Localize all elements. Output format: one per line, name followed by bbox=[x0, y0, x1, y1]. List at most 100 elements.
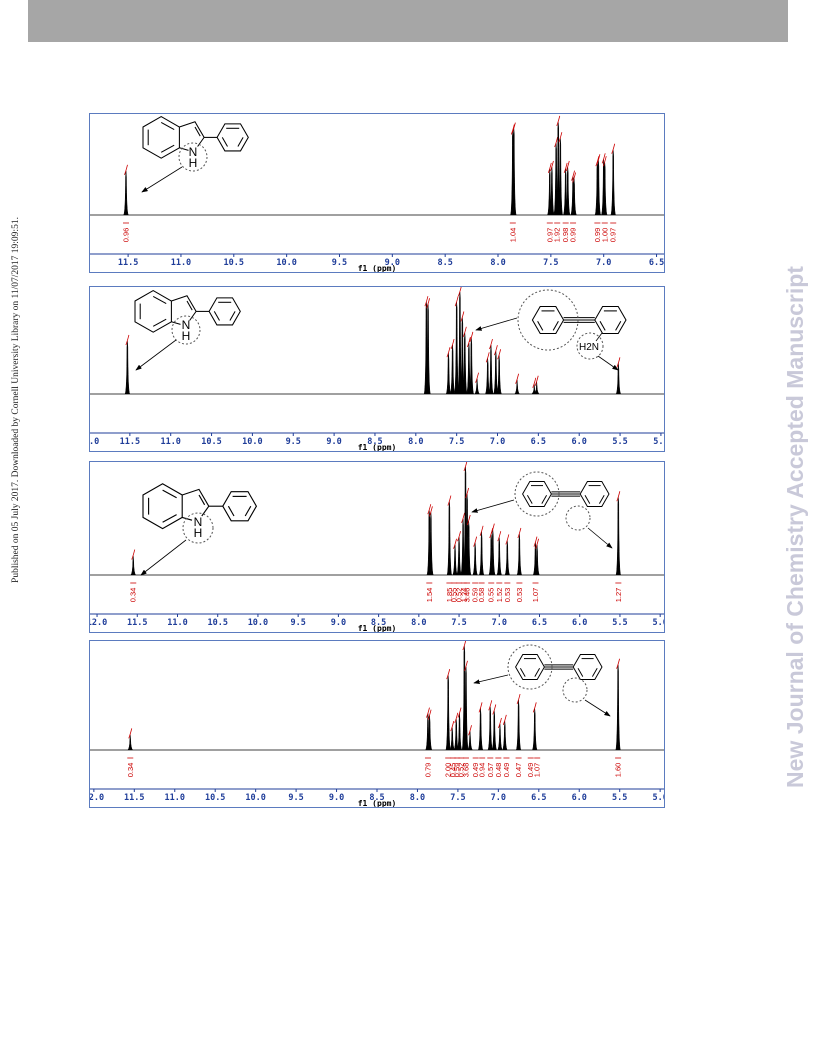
integral-curve bbox=[547, 162, 552, 174]
spectrum-panel: 0.34 0.79 2.000.450.590.523.68 0.490.94 0.57… bbox=[84, 640, 667, 808]
x-tick-label: 11.0 bbox=[171, 258, 191, 268]
structure bbox=[140, 471, 613, 576]
x-tick-label: 7.0 bbox=[490, 437, 505, 447]
peak bbox=[493, 351, 499, 395]
peak bbox=[516, 533, 523, 576]
structure bbox=[473, 644, 611, 717]
x-tick-label: 9.0 bbox=[331, 618, 346, 628]
x-tick-label: 11.0 bbox=[165, 793, 185, 803]
x-tick-label: 7.5 bbox=[543, 258, 558, 268]
x-tick-label: 8.5 bbox=[437, 258, 452, 268]
x-tick-label: 11.5 bbox=[127, 618, 147, 628]
peak bbox=[123, 170, 129, 216]
integral-curve bbox=[447, 495, 452, 506]
peak bbox=[445, 675, 451, 751]
peak bbox=[610, 149, 616, 216]
spectrum-panel: 12.0 11.5 11.0 10.5 10.0 9.5 9.0 8.5 8.0 7.5 7.0 6.… bbox=[89, 286, 665, 452]
x-tick-label: 12.0 bbox=[84, 793, 104, 803]
x-tick-label: 5.0 bbox=[652, 618, 667, 628]
integral-curve bbox=[461, 512, 465, 523]
integral-label: 3.68 bbox=[461, 763, 470, 778]
x-tick-label: 6.0 bbox=[572, 618, 587, 628]
integral-curve bbox=[492, 704, 497, 715]
x-tick-label: 5.0 bbox=[652, 793, 667, 803]
peak bbox=[496, 537, 502, 576]
integral-curve bbox=[505, 534, 510, 545]
x-tick-label: 8.0 bbox=[490, 258, 505, 268]
peak bbox=[532, 708, 538, 751]
integral-label: 0.57 bbox=[486, 763, 495, 778]
watermark: New Journal of Chemistry Accepted Manusc… bbox=[782, 266, 808, 788]
integral-curve bbox=[424, 296, 429, 307]
x-tick-label: 10.0 bbox=[248, 618, 268, 628]
integral-label: 0.79 bbox=[423, 763, 432, 778]
integral-curve bbox=[533, 536, 538, 547]
x-tick-label: 9.5 bbox=[288, 793, 303, 803]
x-tick-label: 10.5 bbox=[207, 618, 227, 628]
integral-label: 1.27 bbox=[614, 588, 623, 603]
structure bbox=[134, 289, 627, 371]
integral-curve bbox=[497, 531, 502, 542]
integral-label: 0.47 bbox=[514, 763, 523, 778]
peak bbox=[514, 379, 520, 395]
integral-curve bbox=[616, 658, 620, 669]
peak bbox=[478, 531, 485, 576]
peak bbox=[491, 710, 497, 751]
peak bbox=[454, 302, 460, 395]
integral-label: 1.07 bbox=[531, 588, 540, 603]
integral-label: 0.59 bbox=[453, 763, 462, 778]
x-tick-label: 11.5 bbox=[124, 793, 144, 803]
integral-curve bbox=[467, 336, 471, 348]
integral-curve bbox=[611, 143, 616, 154]
integral-label: 0.94 bbox=[478, 763, 487, 778]
x-tick-label: 8.0 bbox=[408, 437, 423, 447]
side-note: Published on 05 July 2017. Downloaded by… bbox=[11, 217, 21, 583]
x-axis-label: f1 (ppm) bbox=[358, 264, 397, 273]
x-axis-label: f1 (ppm) bbox=[358, 624, 397, 633]
peak bbox=[456, 713, 463, 751]
integral-curve bbox=[516, 693, 521, 705]
integral-curve bbox=[465, 487, 469, 499]
integral-curve bbox=[131, 549, 136, 560]
integral-curve bbox=[563, 162, 568, 174]
x-tick-label: 7.5 bbox=[450, 793, 465, 803]
x-tick-label: 7.0 bbox=[491, 793, 506, 803]
integral-curve bbox=[457, 531, 461, 542]
x-tick-label: 7.0 bbox=[492, 618, 507, 628]
integral-label: 0.45 bbox=[449, 763, 458, 778]
x-tick-label: 8.5 bbox=[367, 437, 382, 447]
integral-curve bbox=[469, 331, 474, 343]
integral-curve bbox=[535, 538, 539, 549]
x-tick-label: 8.0 bbox=[410, 793, 425, 803]
x-axis-label: f1 (ppm) bbox=[358, 799, 397, 808]
integral-curve bbox=[466, 514, 471, 526]
integral-label: 0.49 bbox=[502, 763, 511, 778]
integral-curve bbox=[517, 527, 522, 539]
integral-curve bbox=[616, 357, 621, 368]
integral-label: 0.98 bbox=[561, 228, 570, 243]
x-tick-label: 6.5 bbox=[531, 793, 546, 803]
integral-label: 1.85 bbox=[445, 588, 454, 603]
x-tick-label: 8.0 bbox=[411, 618, 426, 628]
integral-curve bbox=[128, 728, 133, 739]
integral-curve bbox=[460, 311, 465, 322]
integral-curve bbox=[468, 725, 472, 736]
x-tick-label: 11.5 bbox=[120, 437, 140, 447]
peak bbox=[127, 734, 133, 751]
integral-curve bbox=[596, 154, 601, 165]
atom-label: H bbox=[194, 526, 203, 540]
integral-curve bbox=[453, 538, 457, 549]
integral-label: 1.52 bbox=[495, 588, 504, 603]
x-tick-label: 9.5 bbox=[286, 437, 301, 447]
x-tick-label: 5.5 bbox=[612, 437, 627, 447]
x-tick-label: 9.5 bbox=[290, 618, 305, 628]
integral-label: 0.53 bbox=[503, 588, 512, 603]
peak bbox=[467, 731, 473, 751]
integral-curve bbox=[429, 506, 433, 517]
integral-curve bbox=[464, 660, 468, 671]
integral-curve bbox=[494, 345, 498, 356]
integral-curve bbox=[446, 669, 451, 680]
x-tick-label: 10.0 bbox=[245, 793, 265, 803]
